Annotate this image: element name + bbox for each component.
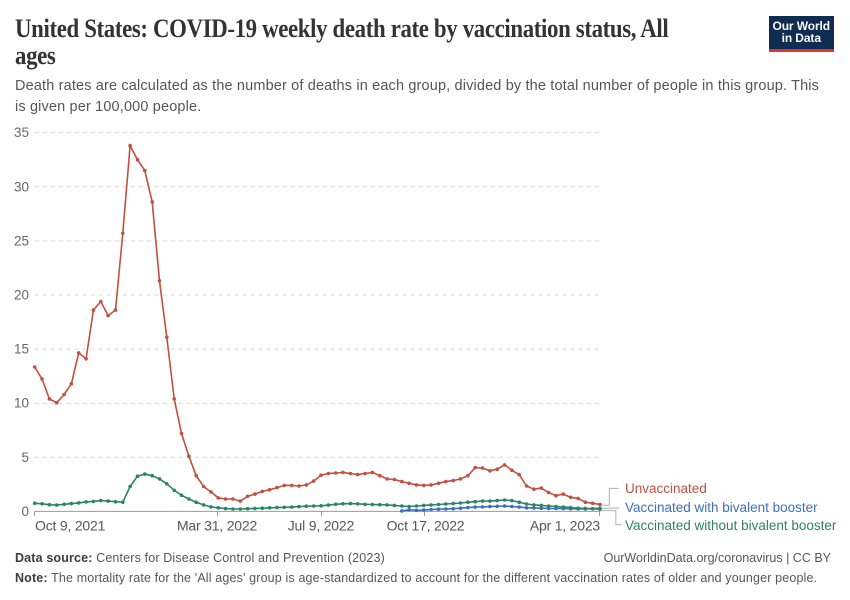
svg-text:25: 25	[14, 233, 29, 248]
svg-text:Oct 17, 2022: Oct 17, 2022	[387, 518, 465, 534]
svg-text:Vaccinated without bivalent bo: Vaccinated without bivalent booster	[625, 518, 837, 533]
svg-text:5: 5	[21, 450, 29, 465]
svg-text:Jul 9, 2022: Jul 9, 2022	[288, 518, 355, 534]
svg-text:15: 15	[14, 342, 29, 357]
svg-text:Oct 9, 2021: Oct 9, 2021	[35, 518, 106, 534]
svg-text:Mar 31, 2022: Mar 31, 2022	[177, 518, 258, 534]
svg-text:Apr 1, 2023: Apr 1, 2023	[530, 518, 601, 534]
svg-text:0: 0	[21, 504, 29, 519]
svg-text:35: 35	[14, 125, 29, 140]
svg-text:30: 30	[14, 179, 29, 194]
svg-text:10: 10	[14, 396, 29, 411]
svg-text:20: 20	[14, 288, 29, 303]
svg-text:Unvaccinated: Unvaccinated	[625, 481, 707, 496]
svg-text:Vaccinated with bivalent boost: Vaccinated with bivalent booster	[625, 500, 818, 515]
